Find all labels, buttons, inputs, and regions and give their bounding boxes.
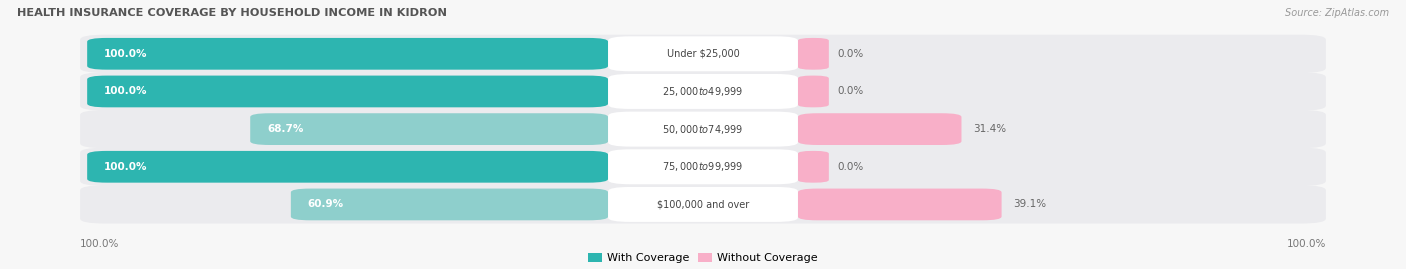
FancyBboxPatch shape bbox=[80, 72, 1326, 111]
Text: 60.9%: 60.9% bbox=[308, 199, 344, 210]
Text: $75,000 to $99,999: $75,000 to $99,999 bbox=[662, 160, 744, 173]
FancyBboxPatch shape bbox=[607, 187, 797, 222]
FancyBboxPatch shape bbox=[797, 76, 828, 107]
FancyBboxPatch shape bbox=[607, 74, 797, 109]
Text: 0.0%: 0.0% bbox=[837, 86, 863, 97]
Text: 100.0%: 100.0% bbox=[104, 49, 148, 59]
FancyBboxPatch shape bbox=[291, 189, 607, 220]
FancyBboxPatch shape bbox=[797, 38, 828, 70]
FancyBboxPatch shape bbox=[80, 35, 1326, 73]
FancyBboxPatch shape bbox=[797, 189, 1001, 220]
FancyBboxPatch shape bbox=[607, 36, 797, 71]
Text: $100,000 and over: $100,000 and over bbox=[657, 199, 749, 210]
Text: Under $25,000: Under $25,000 bbox=[666, 49, 740, 59]
FancyBboxPatch shape bbox=[797, 113, 962, 145]
Text: 100.0%: 100.0% bbox=[80, 239, 120, 249]
FancyBboxPatch shape bbox=[797, 151, 828, 183]
FancyBboxPatch shape bbox=[87, 38, 607, 70]
Text: 100.0%: 100.0% bbox=[104, 86, 148, 97]
FancyBboxPatch shape bbox=[80, 110, 1326, 148]
Text: 0.0%: 0.0% bbox=[837, 49, 863, 59]
FancyBboxPatch shape bbox=[80, 148, 1326, 186]
Text: 100.0%: 100.0% bbox=[1286, 239, 1326, 249]
FancyBboxPatch shape bbox=[607, 149, 797, 184]
Text: 39.1%: 39.1% bbox=[1012, 199, 1046, 210]
FancyBboxPatch shape bbox=[87, 151, 607, 183]
Text: 100.0%: 100.0% bbox=[104, 162, 148, 172]
FancyBboxPatch shape bbox=[80, 185, 1326, 224]
FancyBboxPatch shape bbox=[607, 112, 797, 147]
FancyBboxPatch shape bbox=[87, 76, 607, 107]
Legend: With Coverage, Without Coverage: With Coverage, Without Coverage bbox=[588, 253, 818, 263]
FancyBboxPatch shape bbox=[250, 113, 607, 145]
Text: HEALTH INSURANCE COVERAGE BY HOUSEHOLD INCOME IN KIDRON: HEALTH INSURANCE COVERAGE BY HOUSEHOLD I… bbox=[17, 8, 447, 18]
Text: $50,000 to $74,999: $50,000 to $74,999 bbox=[662, 123, 744, 136]
Text: $25,000 to $49,999: $25,000 to $49,999 bbox=[662, 85, 744, 98]
Text: Source: ZipAtlas.com: Source: ZipAtlas.com bbox=[1285, 8, 1389, 18]
Text: 31.4%: 31.4% bbox=[973, 124, 1005, 134]
Text: 0.0%: 0.0% bbox=[837, 162, 863, 172]
Text: 68.7%: 68.7% bbox=[267, 124, 304, 134]
